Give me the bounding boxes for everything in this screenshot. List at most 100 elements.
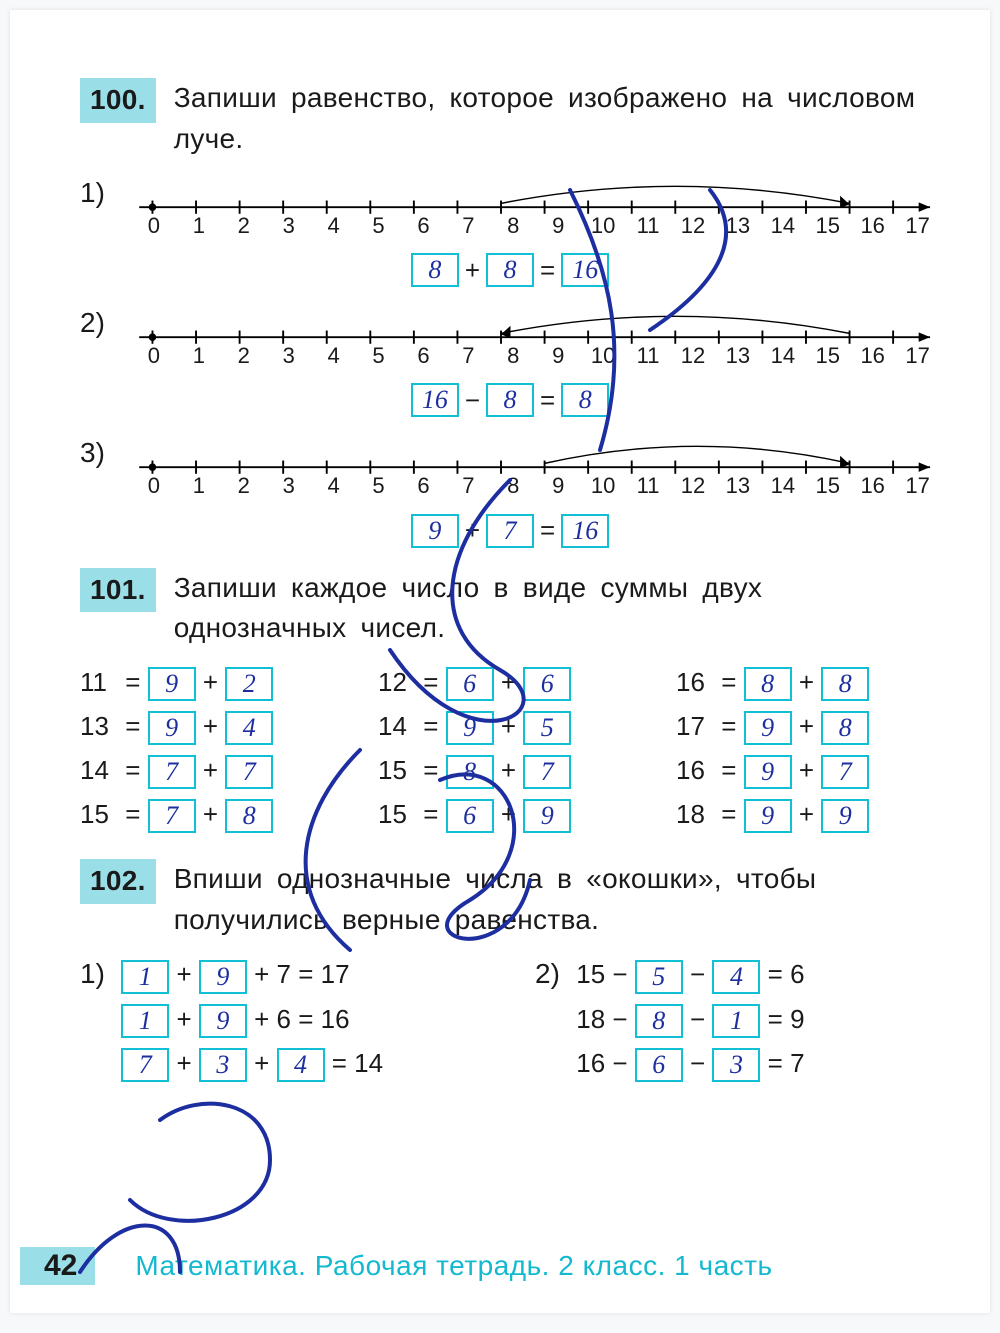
answer-box[interactable]: 5 bbox=[635, 960, 683, 994]
value: 14 bbox=[80, 755, 118, 786]
answer-box[interactable]: 8 bbox=[635, 1004, 683, 1038]
answer-box[interactable]: 7 bbox=[148, 755, 196, 789]
value: 16 bbox=[676, 755, 714, 786]
constant: 6 bbox=[277, 1004, 291, 1034]
tick-label: 1 bbox=[176, 213, 221, 239]
tick-label: 11 bbox=[626, 343, 671, 369]
answer-box[interactable]: 7 bbox=[121, 1048, 169, 1082]
page-number: 42 bbox=[20, 1247, 95, 1285]
answer-box[interactable]: 9 bbox=[821, 799, 869, 833]
tick-label: 5 bbox=[356, 473, 401, 499]
tick-label: 9 bbox=[536, 473, 581, 499]
tick-label: 8 bbox=[491, 213, 536, 239]
answer-box[interactable]: 9 bbox=[199, 960, 247, 994]
sum-equation: 17 = 9 + 8 bbox=[676, 711, 940, 745]
tick-label: 7 bbox=[446, 473, 491, 499]
sum-equation: 13 = 9 + 4 bbox=[80, 711, 344, 745]
answer-box[interactable]: 9 bbox=[744, 755, 792, 789]
tick-label: 7 bbox=[446, 213, 491, 239]
answer-box[interactable]: 7 bbox=[486, 514, 534, 548]
value: 14 bbox=[378, 711, 416, 742]
tick-label: 6 bbox=[401, 343, 446, 369]
tick-label: 13 bbox=[715, 343, 760, 369]
answer-box[interactable]: 1 bbox=[121, 960, 169, 994]
tick-label: 10 bbox=[581, 343, 626, 369]
constant: 7 bbox=[277, 959, 291, 989]
exercise-101-heading: 101. Запиши каждое число в виде суммы дв… bbox=[80, 568, 940, 649]
answer-box[interactable]: 9 bbox=[446, 711, 494, 745]
number-line-row: 1)01234567891011121314151617 bbox=[80, 177, 940, 243]
answer-box[interactable]: 2 bbox=[225, 667, 273, 701]
tick-label: 17 bbox=[895, 343, 940, 369]
value: 18 bbox=[676, 799, 714, 830]
tick-label: 14 bbox=[760, 473, 805, 499]
answer-box[interactable]: 8 bbox=[486, 253, 534, 287]
answer-box[interactable]: 8 bbox=[821, 711, 869, 745]
answer-box[interactable]: 8 bbox=[744, 667, 792, 701]
answer-box[interactable]: 16 bbox=[561, 253, 609, 287]
answer-box[interactable]: 4 bbox=[277, 1048, 325, 1082]
sum-equation: 15 = 6 + 9 bbox=[378, 799, 642, 833]
tick-label: 16 bbox=[850, 343, 895, 369]
value: 11 bbox=[80, 667, 118, 698]
answer-box[interactable]: 6 bbox=[446, 667, 494, 701]
answer-box[interactable]: 3 bbox=[712, 1048, 760, 1082]
tick-label: 11 bbox=[626, 473, 671, 499]
exercise-number-chip: 102. bbox=[80, 859, 156, 904]
answer-box[interactable]: 4 bbox=[225, 711, 273, 745]
answer-box[interactable]: 9 bbox=[148, 711, 196, 745]
tick-label: 3 bbox=[266, 343, 311, 369]
answer-box[interactable]: 8 bbox=[561, 383, 609, 417]
answer-box[interactable]: 9 bbox=[411, 514, 459, 548]
answer-box[interactable]: 1 bbox=[712, 1004, 760, 1038]
answer-box[interactable]: 9 bbox=[199, 1004, 247, 1038]
answer-box[interactable]: 6 bbox=[523, 667, 571, 701]
answer-box[interactable]: 6 bbox=[635, 1048, 683, 1082]
footer-text: Математика. Рабочая тетрадь. 2 класс. 1 … bbox=[135, 1250, 772, 1282]
answer-box[interactable]: 8 bbox=[821, 667, 869, 701]
value: 15 bbox=[378, 755, 416, 786]
number-line-label: 1) bbox=[80, 177, 125, 209]
column-label: 1) bbox=[80, 958, 114, 990]
answer-box[interactable]: 7 bbox=[148, 799, 196, 833]
sum-equation: 15 = 8 + 7 bbox=[378, 755, 642, 789]
value: 16 bbox=[676, 667, 714, 698]
answer-box[interactable]: 5 bbox=[523, 711, 571, 745]
tick-label: 4 bbox=[311, 343, 356, 369]
answer-box[interactable]: 8 bbox=[225, 799, 273, 833]
answer-box[interactable]: 8 bbox=[486, 383, 534, 417]
tick-label: 11 bbox=[626, 213, 671, 239]
tick-label: 14 bbox=[760, 343, 805, 369]
answer-box[interactable]: 6 bbox=[446, 799, 494, 833]
tick-label: 12 bbox=[671, 473, 716, 499]
answer-box[interactable]: 7 bbox=[225, 755, 273, 789]
tick-label: 3 bbox=[266, 473, 311, 499]
answer-box[interactable]: 3 bbox=[199, 1048, 247, 1082]
answer-box[interactable]: 16 bbox=[561, 514, 609, 548]
answer-box[interactable]: 9 bbox=[148, 667, 196, 701]
answer-box[interactable]: 1 bbox=[121, 1004, 169, 1038]
tick-label: 7 bbox=[446, 343, 491, 369]
answer-box[interactable]: 9 bbox=[523, 799, 571, 833]
exercise-102-heading: 102. Впиши однозначные числа в «окошки»,… bbox=[80, 859, 940, 940]
answer-box[interactable]: 4 bbox=[712, 960, 760, 994]
tick-label: 6 bbox=[401, 213, 446, 239]
value: 15 bbox=[80, 799, 118, 830]
tick-label: 9 bbox=[536, 213, 581, 239]
answer-box[interactable]: 7 bbox=[821, 755, 869, 789]
tick-label: 1 bbox=[176, 343, 221, 369]
equation-line: 1 + 9 + 6 = 16 bbox=[80, 1004, 485, 1038]
exercise-number-chip: 101. bbox=[80, 568, 156, 613]
answer-box[interactable]: 7 bbox=[523, 755, 571, 789]
number-line: 01234567891011121314151617 bbox=[125, 307, 940, 373]
tick-label: 8 bbox=[491, 343, 536, 369]
answer-box[interactable]: 8 bbox=[411, 253, 459, 287]
answer-box[interactable]: 16 bbox=[411, 383, 459, 417]
equals: = bbox=[540, 255, 555, 286]
answer-box[interactable]: 9 bbox=[744, 711, 792, 745]
answer-box[interactable]: 8 bbox=[446, 755, 494, 789]
value: 12 bbox=[378, 667, 416, 698]
number-line-label: 2) bbox=[80, 307, 125, 339]
tick-label: 8 bbox=[491, 473, 536, 499]
answer-box[interactable]: 9 bbox=[744, 799, 792, 833]
